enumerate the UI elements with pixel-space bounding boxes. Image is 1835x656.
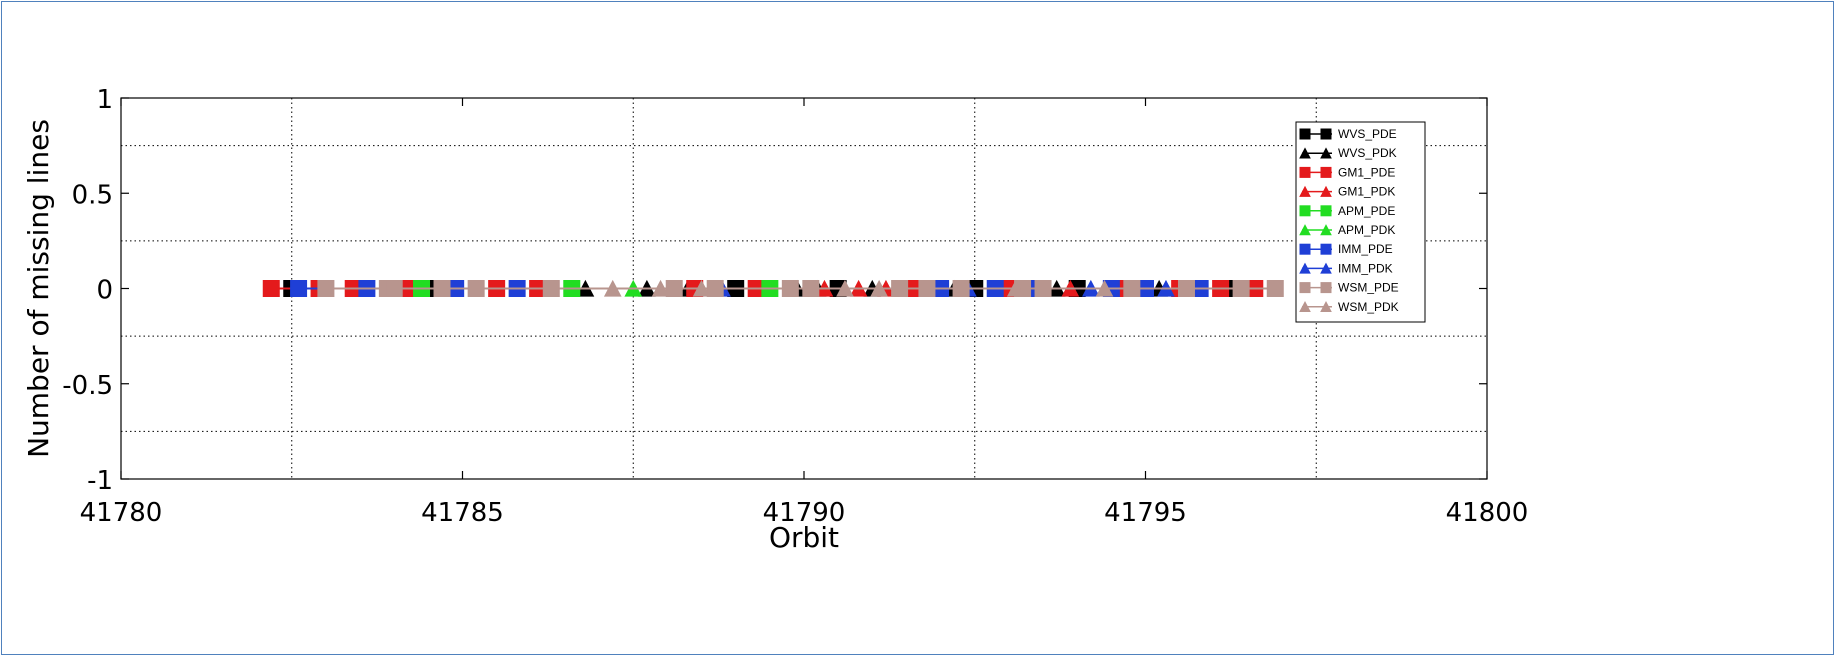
legend-label: GM1_PDE <box>1338 165 1395 179</box>
legend-marker <box>1320 185 1332 197</box>
legend-label: APM_PDK <box>1338 223 1395 237</box>
legend-marker <box>1299 243 1311 255</box>
data-point <box>262 280 280 297</box>
data-point <box>603 279 622 297</box>
legend-label: GM1_PDK <box>1338 185 1395 199</box>
legend-marker <box>1320 243 1332 255</box>
legend-label: IMM_PDK <box>1338 261 1393 275</box>
data-point <box>692 279 711 297</box>
data-point <box>385 280 403 297</box>
data-point <box>651 279 670 297</box>
y-tick-label: 1 <box>96 85 113 115</box>
legend-marker <box>1320 224 1332 236</box>
data-point <box>836 279 854 297</box>
axis-ticks: 41780 41785 41790 41795 41800 1 0.5 0 -0.5 -1 <box>62 85 1528 528</box>
data-point <box>1123 280 1141 297</box>
legend-marker <box>1320 147 1332 159</box>
legend-marker <box>1299 128 1311 140</box>
legend-item: WSM_PDE <box>1299 281 1399 295</box>
legend-label: WVS_PDK <box>1338 146 1397 160</box>
y-tick-label: 0.5 <box>72 180 113 210</box>
x-tick-label: 41790 <box>763 498 846 528</box>
legend-marker <box>1320 262 1332 274</box>
legend-item: APM_PDK <box>1299 223 1395 237</box>
legend-label: WSM_PDK <box>1338 300 1399 314</box>
data-point <box>870 279 888 297</box>
legend-item: GM1_PDK <box>1299 185 1395 199</box>
x-tick-label: 41785 <box>421 498 504 528</box>
legend-label: APM_PDE <box>1338 204 1395 218</box>
x-tick-label: 41780 <box>80 498 163 528</box>
legend-marker <box>1320 128 1332 140</box>
legend-item: WVS_PDK <box>1299 146 1397 160</box>
series-wsm-pdk <box>603 279 1114 297</box>
legend-label: WSM_PDE <box>1338 281 1399 295</box>
legend: WVS_PDE WVS_PDK GM1_PDE GM1_PDK APM_PDE APM_P… <box>1295 121 1426 323</box>
x-tick-label: 41795 <box>1104 498 1187 528</box>
legend-marker <box>1320 282 1332 294</box>
legend-item: WVS_PDE <box>1299 127 1397 141</box>
legend-marker <box>1299 300 1311 313</box>
legend-marker <box>1320 205 1332 217</box>
legend-item: IMM_PDK <box>1299 261 1393 275</box>
legend-marker <box>1299 147 1311 159</box>
legend-item: WSM_PDK <box>1299 300 1399 314</box>
data-point <box>1266 280 1284 297</box>
legend-label: WVS_PDE <box>1338 127 1397 141</box>
x-tick-label: 41800 <box>1446 498 1529 528</box>
legend-marker <box>1320 166 1332 178</box>
data-point <box>290 280 308 297</box>
y-tick-label: -0.5 <box>62 371 113 401</box>
legend-marker <box>1320 300 1332 313</box>
data-point <box>542 280 560 297</box>
data-point <box>1232 280 1250 297</box>
legend-item: IMM_PDE <box>1299 242 1393 256</box>
legend-box <box>1295 121 1426 323</box>
legend-marker <box>1299 185 1311 197</box>
legend-item: APM_PDE <box>1299 204 1395 218</box>
x-axis-label: Orbit <box>769 521 839 554</box>
legend-marker <box>1299 262 1311 274</box>
legend-marker <box>1299 205 1311 217</box>
legend-marker <box>1299 282 1311 294</box>
legend-marker <box>1299 224 1311 236</box>
legend-label: IMM_PDE <box>1338 242 1393 256</box>
legend-marker <box>1299 166 1311 178</box>
plot-series <box>262 279 1284 297</box>
legend-item: GM1_PDE <box>1299 165 1395 179</box>
y-tick-label: -1 <box>87 466 113 496</box>
data-point <box>317 280 335 297</box>
y-axis-label: Number of missing lines <box>22 119 55 458</box>
data-point <box>1095 279 1114 297</box>
y-tick-label: 0 <box>96 276 113 306</box>
data-point <box>1006 279 1025 297</box>
data-point <box>1177 280 1195 297</box>
data-point <box>467 280 485 297</box>
data-point <box>433 280 451 297</box>
